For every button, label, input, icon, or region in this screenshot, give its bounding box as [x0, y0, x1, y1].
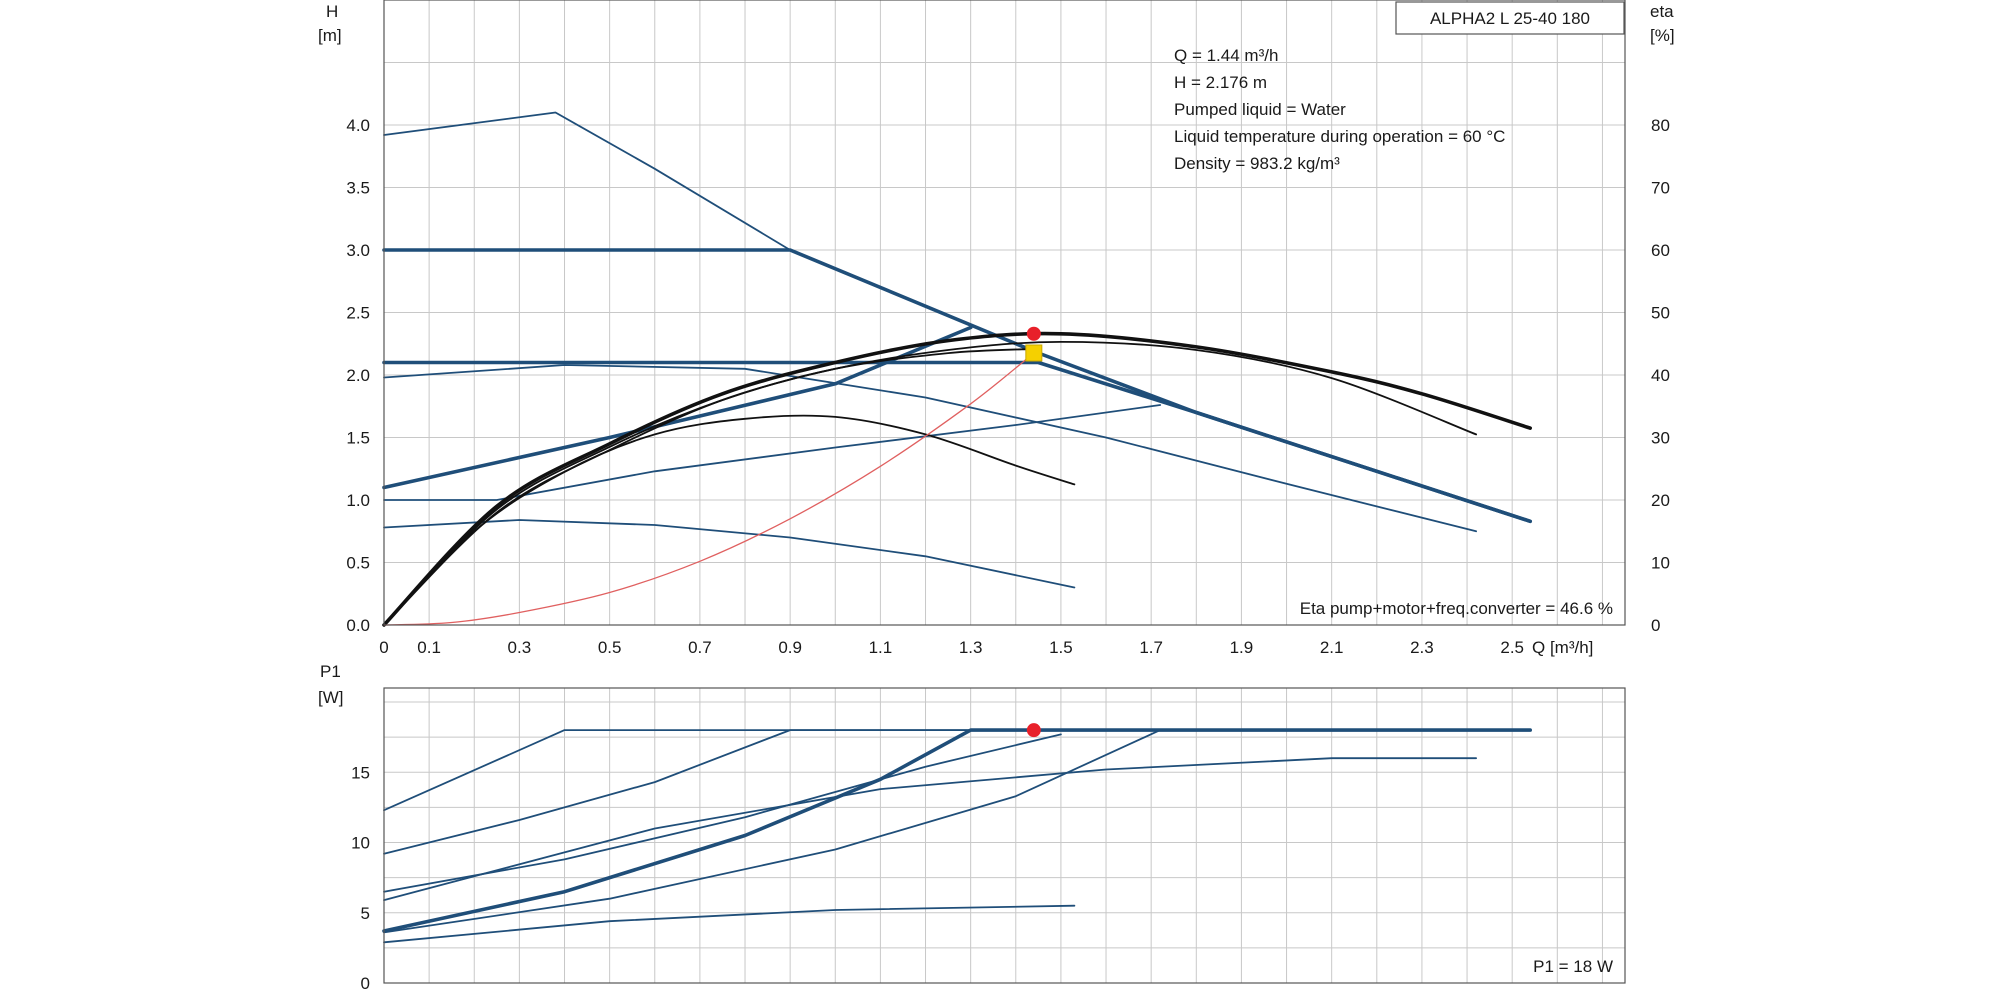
head-tick-label: 4.0 [346, 116, 370, 135]
power-curve-2 [383, 733, 1062, 893]
head-tick-label: 1.5 [346, 429, 370, 448]
eta-tick-label: 50 [1651, 304, 1670, 323]
eta-tick-label: 70 [1651, 179, 1670, 198]
flow-axis-title: Q [m³/h] [1532, 638, 1593, 657]
efficiency-duty-point [1026, 326, 1041, 341]
flow-tick-label: 1.7 [1139, 638, 1163, 657]
head-tick-label: 2.0 [346, 366, 370, 385]
axis-tick-labels: 0 0.1 0.3 0.5 0.7 0.9 1.1 1.3 1.5 1.7 1.9 2.1 2.3 2.5… [346, 116, 1670, 993]
head-axis-unit: [m] [318, 26, 342, 45]
power-readout: P1 = 18 W [1533, 957, 1613, 976]
head-chart-frame [383, 0, 1626, 626]
power-tick-label: 15 [351, 763, 370, 782]
flow-tick-label: 2.3 [1410, 638, 1434, 657]
head-tick-label: 3.0 [346, 241, 370, 260]
eta-tick-label: 30 [1651, 429, 1670, 448]
efficiency-curve-8 [383, 341, 1477, 626]
head-chart-series [382, 111, 1532, 627]
model-label: ALPHA2 L 25-40 180 [1430, 9, 1590, 28]
head-curve-0 [383, 111, 1532, 523]
flow-tick-label: 1.1 [869, 638, 893, 657]
power-curve-0 [383, 729, 1532, 812]
info-line-liquid: Pumped liquid = Water [1174, 100, 1346, 119]
efficiency-curve-9 [383, 347, 1040, 626]
power-chart-grid [384, 688, 1625, 983]
power-tick-label: 5 [361, 904, 370, 923]
flow-tick-label: 0.1 [417, 638, 441, 657]
chart-frames [383, 0, 1626, 984]
power-axis-unit: [W] [318, 688, 344, 707]
flow-tick-label: 0 [379, 638, 388, 657]
info-line-density: Density = 983.2 kg/m³ [1174, 154, 1340, 173]
flow-tick-label: 1.9 [1230, 638, 1254, 657]
head-chart-grid [384, 0, 1625, 625]
flow-tick-label: 0.9 [778, 638, 802, 657]
model-label-box [1395, 1, 1625, 35]
info-line-flow: Q = 1.44 m³/h [1174, 46, 1278, 65]
efficiency-curve-7 [382, 331, 1532, 627]
power-tick-label: 10 [351, 834, 370, 853]
eta-tick-label: 0 [1651, 616, 1660, 635]
info-line-head: H = 2.176 m [1174, 73, 1267, 92]
flow-tick-label: 2.1 [1320, 638, 1344, 657]
power-curve-1 [383, 729, 1532, 855]
eta-axis-title: eta [1650, 2, 1674, 21]
power-axis-title: P1 [320, 662, 341, 681]
power-curve-6 [383, 904, 1076, 944]
head-tick-label: 1.0 [346, 491, 370, 510]
power-chart-frame [383, 687, 1626, 984]
eta-tick-label: 20 [1651, 491, 1670, 510]
head-tick-label: 3.5 [346, 179, 370, 198]
flow-tick-label: 0.3 [508, 638, 532, 657]
power-curve-3 [382, 728, 1532, 933]
head-curve-3 [383, 364, 1477, 533]
head-curve-2 [382, 360, 1532, 524]
flow-tick-label: 0.7 [688, 638, 712, 657]
head-tick-label: 0.5 [346, 554, 370, 573]
eta-tick-label: 10 [1651, 554, 1670, 573]
power-chart-series [382, 728, 1532, 944]
flow-tick-label: 1.3 [959, 638, 983, 657]
system-curve-11 [383, 352, 1035, 626]
power-tick-label: 0 [361, 974, 370, 993]
eta-axis-unit: [%] [1650, 26, 1675, 45]
power-duty-point [1026, 723, 1041, 738]
power-curve-5 [383, 757, 1477, 901]
eta-tick-label: 60 [1651, 241, 1670, 260]
flow-tick-label: 0.5 [598, 638, 622, 657]
eta-tick-label: 40 [1651, 366, 1670, 385]
flow-tick-label: 1.5 [1049, 638, 1073, 657]
head-tick-label: 2.5 [346, 304, 370, 323]
info-line-temperature: Liquid temperature during operation = 60… [1174, 127, 1505, 146]
head-curve-1 [382, 248, 1532, 524]
eta-readout: Eta pump+motor+freq.converter = 46.6 % [1300, 599, 1613, 618]
head-duty-point [1025, 344, 1043, 362]
eta-tick-label: 80 [1651, 116, 1670, 135]
efficiency-curve-10 [383, 414, 1076, 626]
head-axis-title: H [326, 2, 338, 21]
duty-point-markers [1025, 326, 1043, 738]
head-tick-label: 0.0 [346, 616, 370, 635]
head-curve-5 [383, 404, 1162, 501]
chart-labels: H [m] eta [%] Q [m³/h] ALPHA2 L 25-40 18… [318, 1, 1675, 976]
power-curve-4 [383, 729, 1532, 934]
head-curve-6 [383, 519, 1076, 589]
flow-tick-label: 2.5 [1500, 638, 1524, 657]
